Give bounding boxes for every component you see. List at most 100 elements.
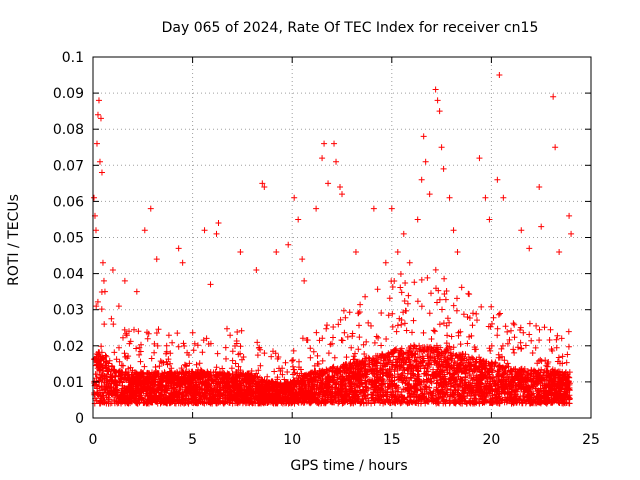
data-point [319,155,326,162]
tick-labels: 0 0.01 0.02 0.03 0.04 0.05 0.06 0.07 0.08 0.09 0.1… [53,50,600,448]
data-point [496,72,503,79]
data-point [259,180,266,187]
data-point [273,248,280,255]
data-point [414,216,421,223]
x-tick-label: 0 [89,432,98,448]
data-point [400,230,407,237]
data-point-cloud [91,266,573,407]
y-tick-label: 0 [75,411,84,427]
x-tick-label: 5 [188,432,197,448]
data-point [518,227,525,234]
data-point [556,248,563,255]
y-tick-label: 0.05 [53,231,84,247]
x-tick-label: 15 [383,432,401,448]
data-point [253,266,260,273]
y-tick-label: 0.04 [53,267,84,283]
data-point [92,227,99,234]
data-point [100,277,107,284]
y-tick-label: 0.01 [53,375,84,391]
data-point [325,180,332,187]
data-point [141,227,148,234]
grid-lines [93,57,591,418]
data-point [432,86,439,93]
axes [92,56,592,419]
data-point [418,176,425,183]
data-point [450,227,457,234]
data-point [337,183,344,190]
y-tick-label: 0.09 [53,86,84,102]
data-point [406,259,413,266]
data-point [388,205,395,212]
data-point [321,140,328,147]
data-point [115,303,122,310]
x-tick-label: 20 [482,432,500,448]
x-tick-label: 25 [582,432,600,448]
data-point [436,108,443,115]
data-point [420,133,427,140]
y-tick-label: 0.03 [53,303,84,319]
data-point [291,194,298,201]
chart-title: Day 065 of 2024, Rate Of TEC Index for r… [162,20,539,36]
data-point [440,165,447,172]
data-point [98,169,105,176]
data-point [133,288,140,295]
data-point [101,288,108,295]
data-point [147,205,154,212]
data-point [538,223,545,230]
y-tick-label: 0.08 [53,122,84,138]
data-point [568,230,575,237]
data-point [201,227,208,234]
x-axis-label: GPS time / hours [290,458,407,474]
data-point [301,277,308,284]
data-point [476,155,483,162]
data-point [536,183,543,190]
data-point [97,115,104,122]
data-point [175,245,182,252]
data-point [109,266,116,273]
data-point [394,248,401,255]
x-tick-label: 10 [283,432,301,448]
data-point [426,191,433,198]
y-tick-label: 0.06 [53,194,84,210]
data-point [352,248,359,255]
data-point [237,248,244,255]
data-point [486,216,493,223]
data-point [90,194,97,201]
data-point [331,140,338,147]
data-point [96,158,103,165]
y-axis-label: ROTI / TECUs [6,194,22,286]
data-point [494,176,501,183]
data-point [153,256,160,263]
data-point [213,230,220,237]
data-point [95,97,102,104]
data-point [333,158,340,165]
data-point [295,216,302,223]
data-points [90,72,575,407]
data-point [482,194,489,201]
data-point [179,259,186,266]
data-point [500,194,507,201]
data-point [93,140,100,147]
data-point [285,241,292,248]
data-point [422,158,429,165]
data-point [299,256,306,263]
data-point [552,144,559,151]
data-point [215,220,222,227]
data-point [121,277,128,284]
data-point [434,97,441,104]
data-point [99,259,106,266]
data-point [566,212,573,219]
data-point [382,259,389,266]
y-tick-label: 0.1 [62,50,84,66]
data-point [261,183,268,190]
data-point [526,245,533,252]
data-point [454,248,461,255]
data-point [339,191,345,198]
data-point [446,194,453,201]
data-point [550,93,557,100]
data-point [313,205,320,212]
data-point [370,205,377,212]
data-point [438,144,445,151]
